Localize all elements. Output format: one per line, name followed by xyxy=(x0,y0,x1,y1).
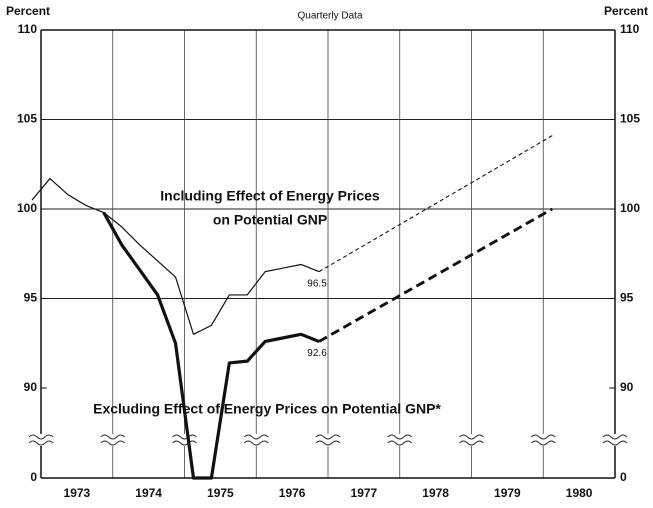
y2-tick-label: 95 xyxy=(620,291,634,305)
y-tick-label: 105 xyxy=(17,112,37,126)
y-tick-label: 95 xyxy=(24,291,38,305)
y2-tick-label: 0 xyxy=(620,470,627,484)
series-name: Including Effect of Energy Prices xyxy=(160,188,380,204)
x-tick-label: 1974 xyxy=(135,486,162,500)
x-tick-label: 1975 xyxy=(207,486,234,500)
data-label: 92.6 xyxy=(307,348,327,359)
axis-break xyxy=(602,434,628,440)
series-line xyxy=(31,177,320,335)
axis-break xyxy=(530,434,556,440)
y2-tick-label: 90 xyxy=(620,380,634,394)
series-line xyxy=(102,211,320,480)
y-tick-label: 100 xyxy=(17,201,37,215)
chart-title: Quarterly Data xyxy=(297,11,362,22)
series-name: Excluding Effect of Energy Prices on Pot… xyxy=(93,401,441,417)
axis-break xyxy=(243,434,269,440)
axis-break xyxy=(100,434,126,440)
axis-break xyxy=(387,434,413,440)
axis-break xyxy=(315,440,341,446)
x-tick-label: 1976 xyxy=(279,486,306,500)
axis-break xyxy=(459,434,484,440)
axis-break xyxy=(172,440,197,446)
y-tick-label: 110 xyxy=(18,22,38,36)
y2-tick-label: 105 xyxy=(620,112,640,126)
axis-break xyxy=(387,440,413,446)
y-tick-label: 90 xyxy=(24,380,38,394)
axis-break xyxy=(459,440,484,446)
y2-tick-label: 110 xyxy=(620,22,640,36)
y-tick-label: 0 xyxy=(30,470,37,484)
data-label: 96.5 xyxy=(307,278,327,289)
axis-break xyxy=(172,434,197,440)
x-tick-label: 1973 xyxy=(64,486,91,500)
x-tick-label: 1978 xyxy=(422,486,449,500)
axis-break xyxy=(602,440,628,446)
x-tick-label: 1980 xyxy=(566,486,593,500)
axis-break xyxy=(243,440,269,446)
axis-break xyxy=(315,434,341,440)
axis-break xyxy=(28,434,54,440)
axis-break xyxy=(28,440,54,446)
y2-tick-label: 100 xyxy=(620,201,640,215)
projection-line xyxy=(318,135,553,273)
y2-axis-label: Percent xyxy=(604,4,648,18)
projection-line xyxy=(318,207,553,343)
x-tick-label: 1977 xyxy=(351,486,378,500)
y-axis-label: Percent xyxy=(6,4,50,18)
axis-break xyxy=(100,440,126,446)
series-name: on Potential GNP xyxy=(213,212,327,228)
x-tick-label: 1979 xyxy=(494,486,521,500)
axis-break xyxy=(530,440,556,446)
